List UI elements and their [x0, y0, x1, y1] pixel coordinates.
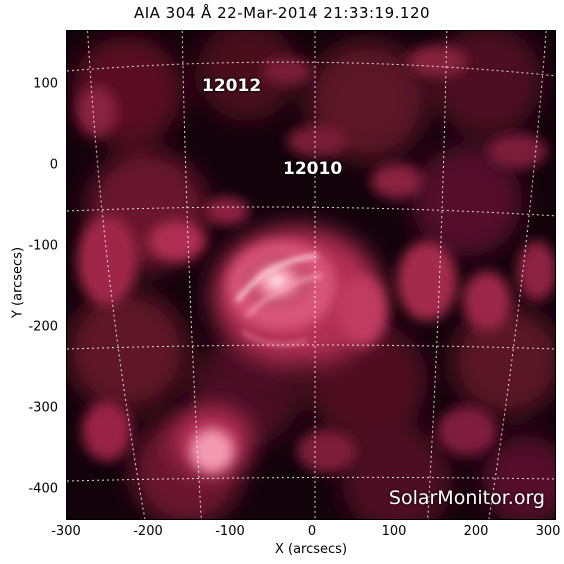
- y-tick-label: 100: [33, 76, 58, 92]
- y-tick-label: -200: [28, 319, 58, 335]
- x-tick-label: 100: [381, 524, 407, 539]
- y-tick-label: 0: [49, 157, 58, 173]
- x-tick-label: -200: [133, 524, 163, 539]
- x-tick-label: 0: [307, 524, 317, 539]
- y-axis-title: Y (arcsecs): [10, 246, 26, 319]
- solar-image-panel: 12012 12010 SolarMonitor.org: [66, 30, 556, 520]
- lower-plage: [172, 406, 252, 476]
- image-title: AIA 304 Å 22-Mar-2014 21:33:19.120: [133, 4, 431, 22]
- heliographic-grid: [67, 31, 555, 519]
- region-label: 12012: [202, 76, 262, 96]
- solar-image: [67, 31, 555, 519]
- y-tick-label: -400: [28, 481, 58, 497]
- watermark: SolarMonitor.org: [388, 487, 545, 509]
- x-axis-title: X (arcsecs): [274, 542, 348, 557]
- y-tick-label: -100: [28, 238, 58, 254]
- x-tick-label: -100: [215, 524, 245, 539]
- network-cells: [77, 45, 555, 473]
- x-tick-label: 300: [535, 524, 561, 539]
- active-region-plage: [212, 226, 387, 366]
- region-label: 12010: [283, 159, 343, 179]
- y-tick-label: -300: [28, 400, 58, 416]
- x-tick-label: -300: [51, 524, 81, 539]
- x-tick-label: 200: [463, 524, 489, 539]
